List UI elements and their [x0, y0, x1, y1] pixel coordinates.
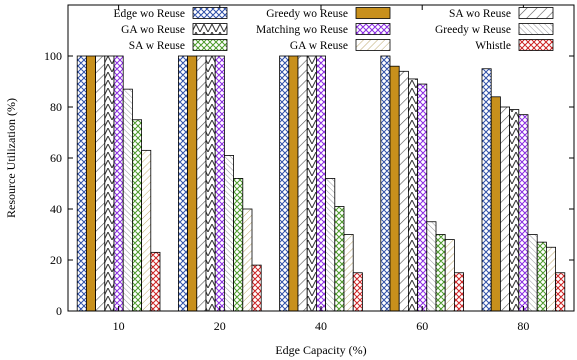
bar-sa-wo-reuse-40 [297, 55, 308, 312]
bar-ga-wo-reuse-10 [104, 55, 115, 312]
bar-greedy-wo-reuse-60 [389, 65, 400, 312]
y-tick-label: 20 [50, 253, 62, 267]
x-tick-label: 40 [315, 319, 327, 333]
legend-item: Whistle [475, 39, 554, 52]
bar-matching-wo-reuse-80 [518, 114, 529, 312]
bar-edge-wo-reuse-20 [177, 55, 188, 312]
bar-edge-wo-reuse-10 [76, 55, 87, 312]
x-tick-label: 20 [214, 319, 226, 333]
bar-edge-wo-reuse-40 [279, 55, 290, 312]
legend-swatch [192, 39, 228, 51]
bar-matching-wo-reuse-10 [113, 55, 124, 312]
legend-item: Greedy wo Reuse [266, 7, 391, 20]
y-tick-label: 80 [50, 100, 62, 114]
bar-matching-wo-reuse-40 [315, 55, 326, 312]
bar-edge-wo-reuse-80 [481, 68, 492, 312]
bar-matching-wo-reuse-20 [214, 55, 225, 312]
bar-ga-wo-reuse-80 [509, 109, 520, 312]
legend-label: SA w Reuse [129, 40, 185, 52]
bar-ga-w-reuse-80 [546, 246, 557, 312]
legend-swatch [518, 39, 554, 51]
bar-greedy-wo-reuse-10 [86, 55, 97, 312]
legend-swatch [518, 23, 554, 35]
bar-sa-wo-reuse-20 [196, 55, 207, 312]
legend-swatch [192, 23, 228, 35]
bar-ga-w-reuse-10 [141, 149, 152, 312]
bar-ga-wo-reuse-20 [205, 55, 216, 312]
bar-ga-wo-reuse-60 [407, 78, 418, 312]
bar-sa-w-reuse-10 [131, 119, 142, 312]
bar-sa-w-reuse-80 [536, 241, 547, 312]
legend-label: Matching wo Reuse [256, 24, 348, 36]
bar-sa-wo-reuse-80 [499, 106, 510, 312]
legend-label: SA wo Reuse [449, 8, 511, 20]
bar-sa-wo-reuse-60 [398, 70, 409, 312]
legend-swatch [192, 7, 228, 19]
legend-swatch [355, 23, 391, 35]
x-tick-label: 60 [416, 319, 428, 333]
y-tick-label: 40 [50, 202, 62, 216]
bar-whistle-80 [555, 272, 566, 312]
legend-label: Whistle [475, 40, 511, 52]
bar-greedy-wo-reuse-20 [187, 55, 198, 312]
bar-greedy-w-reuse-60 [426, 221, 437, 312]
legend-swatch [355, 39, 391, 51]
legend-item: SA wo Reuse [449, 7, 554, 20]
legend-label: Edge wo Reuse [113, 8, 185, 20]
bar-whistle-20 [251, 264, 262, 312]
x-tick-label: 10 [113, 319, 125, 333]
legend-swatch [355, 7, 391, 19]
bar-ga-wo-reuse-40 [306, 55, 317, 312]
bar-greedy-w-reuse-40 [325, 177, 336, 312]
bar-sa-w-reuse-20 [233, 177, 244, 312]
bar-whistle-60 [453, 272, 464, 312]
y-tick-label: 100 [44, 49, 62, 63]
legend-swatch [518, 7, 554, 19]
x-tick-label: 80 [517, 319, 529, 333]
legend-label: GA wo Reuse [121, 24, 185, 36]
bars-layer [76, 55, 566, 312]
legend-label: GA w Reuse [290, 40, 348, 52]
y-tick-label: 60 [50, 151, 62, 165]
legend-label: Greedy w Reuse [435, 24, 511, 36]
legend: Edge wo Reuse Greedy wo Reuse SA wo Reuse G… [113, 7, 554, 52]
legend-item: Edge wo Reuse [113, 7, 228, 20]
bar-sa-w-reuse-40 [334, 206, 345, 312]
bar-greedy-wo-reuse-80 [490, 96, 501, 312]
legend-item: Greedy w Reuse [435, 23, 554, 36]
bar-sa-wo-reuse-10 [95, 55, 106, 312]
y-tick-label: 0 [56, 304, 62, 318]
x-axis-title: Edge Capacity (%) [275, 343, 366, 357]
legend-item: Matching wo Reuse [256, 23, 391, 36]
bar-ga-w-reuse-60 [444, 239, 455, 312]
legend-item: SA w Reuse [129, 39, 228, 52]
bar-greedy-w-reuse-10 [122, 88, 133, 312]
bar-matching-wo-reuse-60 [417, 83, 428, 312]
bar-greedy-w-reuse-20 [223, 155, 234, 312]
legend-item: GA w Reuse [290, 39, 391, 52]
y-axis-title: Resource Utilization (%) [4, 98, 18, 218]
axes-layer: 0 20 40 60 80 100 10 20 40 60 80 [44, 4, 575, 333]
bar-greedy-w-reuse-80 [527, 234, 538, 312]
bar-sa-w-reuse-60 [435, 234, 446, 312]
bar-ga-w-reuse-20 [242, 208, 253, 312]
bar-edge-wo-reuse-60 [380, 55, 391, 312]
bar-ga-w-reuse-40 [343, 234, 354, 312]
legend-item: GA wo Reuse [121, 23, 228, 36]
bar-whistle-40 [352, 272, 363, 312]
bar-whistle-10 [150, 251, 161, 312]
legend-label: Greedy wo Reuse [266, 8, 348, 20]
bar-greedy-wo-reuse-40 [288, 55, 299, 312]
